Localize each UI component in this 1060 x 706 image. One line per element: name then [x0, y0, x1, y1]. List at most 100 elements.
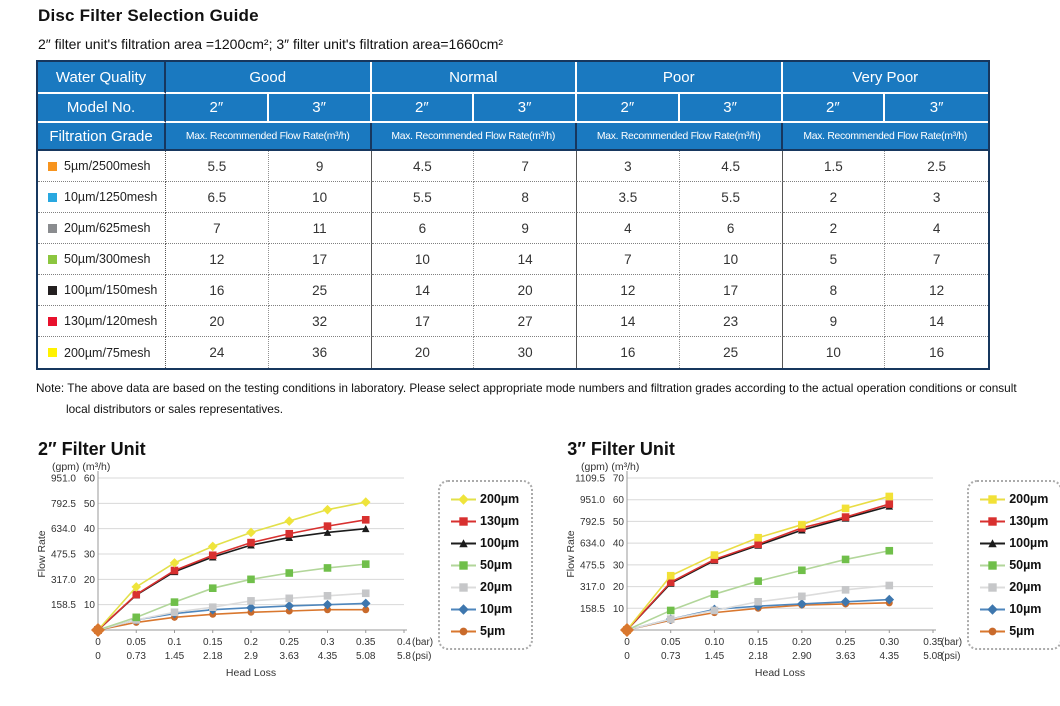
flow-value-cell: 3.5	[577, 182, 680, 213]
flow-value-cell: 3	[885, 182, 988, 213]
flow-value-cell: 10	[268, 182, 372, 213]
flow-rate-header: Max. Recommended Flow Rate(m³/h)	[782, 123, 988, 151]
svg-text:0: 0	[95, 637, 101, 648]
legend-item-5um: 5µm	[979, 624, 1048, 638]
flow-value-cell: 1.5	[782, 151, 886, 182]
svg-text:4.35: 4.35	[880, 651, 900, 662]
x-axis-title: Head Loss	[755, 667, 805, 679]
flow-value-cell: 6	[371, 213, 475, 244]
group-header-very-poor: Very Poor	[782, 62, 988, 94]
selection-table: Water Quality Good Normal Poor Very Poor Mode…	[36, 60, 990, 370]
svg-text:0.30: 0.30	[880, 637, 900, 648]
legend-label: 5µm	[480, 624, 506, 639]
svg-text:4.35: 4.35	[318, 651, 338, 662]
legend-label: 10µm	[480, 602, 513, 617]
legend-swatch	[451, 604, 476, 615]
svg-text:20: 20	[613, 582, 625, 593]
flow-value-cell: 10	[782, 337, 886, 368]
grade-color-icon	[48, 254, 57, 264]
flow-value-cell: 9	[782, 306, 886, 337]
flow-value-cell: 16	[577, 337, 680, 368]
note-line-2: local distributors or sales representati…	[66, 401, 284, 416]
svg-text:0.4: 0.4	[397, 637, 411, 648]
legend-label: 20µm	[1009, 580, 1042, 595]
svg-text:3.63: 3.63	[836, 651, 856, 662]
model-size-header: 2″	[782, 94, 886, 123]
chart-block-3in: 3″ Filter Unit 1109.5 70 951.0 60 792.5 50 634…	[565, 439, 1060, 684]
svg-text:40: 40	[84, 524, 96, 535]
svg-text:0.1: 0.1	[168, 637, 182, 648]
flow-value-cell: 2	[782, 213, 886, 244]
svg-text:40: 40	[613, 539, 625, 550]
legend-item-130um: 130µm	[979, 514, 1048, 528]
flow-value-cell: 6.5	[166, 182, 269, 213]
legend-item-50um: 50µm	[450, 558, 519, 572]
svg-text:30: 30	[613, 561, 625, 572]
legend-item-20um: 20µm	[450, 580, 519, 594]
svg-text:2.90: 2.90	[792, 651, 812, 662]
flow-value-cell: 9	[268, 151, 372, 182]
legend-item-50um: 50µm	[979, 558, 1048, 572]
legend-swatch	[980, 517, 1006, 526]
y-axis-title: Flow Rate	[565, 530, 577, 577]
flow-value-cell: 7	[166, 213, 269, 244]
svg-text:0.35: 0.35	[356, 637, 376, 648]
flow-value-cell: 25	[268, 275, 372, 306]
group-header-normal: Normal	[371, 62, 577, 94]
svg-text:2.9: 2.9	[244, 651, 258, 662]
svg-text:0.25: 0.25	[836, 637, 856, 648]
legend-label: 130µm	[480, 514, 520, 529]
svg-text:0.05: 0.05	[661, 637, 681, 648]
grade-cell: 50µm/300mesh	[38, 244, 166, 275]
model-size-header: 3″	[885, 94, 988, 123]
legend-swatch	[451, 627, 476, 636]
flow-value-cell: 7	[474, 151, 577, 182]
legend-item-200um: 200µm	[979, 492, 1048, 506]
grade-color-icon	[48, 192, 57, 202]
unit-header: (gpm) (m³/h)	[581, 461, 639, 473]
flow-value-cell: 4	[577, 213, 680, 244]
flow-value-cell: 5.5	[371, 182, 475, 213]
legend-label: 130µm	[1009, 514, 1049, 529]
page-title: Disc Filter Selection Guide	[38, 6, 259, 25]
svg-text:317.0: 317.0	[51, 575, 76, 586]
flow-value-cell: 14	[885, 306, 988, 337]
flow-value-cell: 11	[268, 213, 372, 244]
svg-text:2.18: 2.18	[203, 651, 223, 662]
svg-text:158.5: 158.5	[51, 600, 76, 611]
flow-value-cell: 5.5	[166, 151, 269, 182]
flow-value-cell: 4	[885, 213, 988, 244]
svg-text:50: 50	[613, 517, 625, 528]
legend-swatch	[451, 583, 476, 592]
flow-value-cell: 2	[782, 182, 886, 213]
svg-text:10: 10	[84, 600, 96, 611]
svg-text:(bar): (bar)	[412, 637, 433, 648]
model-size-header: 2″	[577, 94, 680, 123]
flow-rate-header: Max. Recommended Flow Rate(m³/h)	[371, 123, 577, 151]
flow-value-cell: 7	[577, 244, 680, 275]
flow-value-cell: 27	[474, 306, 577, 337]
svg-text:0.73: 0.73	[127, 651, 147, 662]
flow-value-cell: 17	[268, 244, 372, 275]
svg-text:20: 20	[84, 575, 96, 586]
legend-item-130um: 130µm	[450, 514, 519, 528]
svg-text:792.5: 792.5	[51, 499, 76, 510]
svg-text:475.5: 475.5	[580, 561, 605, 572]
flow-value-cell: 14	[577, 306, 680, 337]
chart-block-2in: 2″ Filter Unit 951.0 60 792.5 50 634.0 40 475.…	[36, 439, 534, 684]
flow-value-cell: 8	[474, 182, 577, 213]
series-200um	[623, 492, 894, 635]
chart-legend-3in: 200µm 130µm 100µm 50µm 20µm 10µm 5µm	[967, 480, 1060, 651]
legend-label: 50µm	[1009, 558, 1042, 573]
legend-swatch	[451, 494, 476, 505]
grade-cell: 130µm/120mesh	[38, 306, 166, 337]
note: Note: The above data are based on the te…	[36, 378, 1060, 419]
filtration-area-subtitle: 2″ filter unit's filtration area =1200cm…	[38, 36, 504, 52]
svg-text:158.5: 158.5	[580, 604, 605, 615]
legend-label: 50µm	[480, 558, 513, 573]
flow-value-cell: 14	[371, 275, 475, 306]
filter-chart-3in: 1109.5 70 951.0 60 792.5 50 634.0 40 475.5 30 317.…	[565, 461, 962, 679]
svg-text:1109.5: 1109.5	[575, 474, 605, 485]
svg-text:0.3: 0.3	[321, 637, 335, 648]
flow-value-cell: 23	[679, 306, 783, 337]
